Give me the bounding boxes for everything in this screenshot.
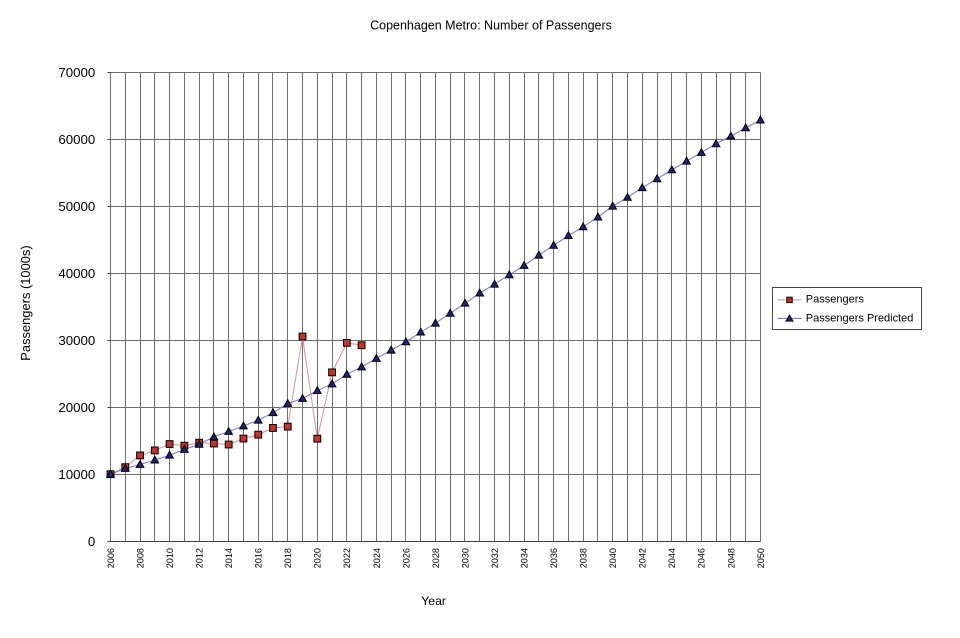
svg-text:2014: 2014 xyxy=(224,548,234,568)
svg-text:2018: 2018 xyxy=(283,548,293,568)
svg-text:2030: 2030 xyxy=(460,548,470,568)
svg-text:2032: 2032 xyxy=(490,548,500,568)
svg-text:Copenhagen Metro: Number of Pa: Copenhagen Metro: Number of Passengers xyxy=(370,19,612,33)
svg-text:Passengers Predicted: Passengers Predicted xyxy=(806,312,914,324)
svg-text:30000: 30000 xyxy=(58,333,95,348)
svg-text:50000: 50000 xyxy=(58,199,95,214)
svg-text:2006: 2006 xyxy=(106,548,116,568)
svg-text:2040: 2040 xyxy=(608,548,618,568)
svg-text:Passengers (1000s): Passengers (1000s) xyxy=(18,245,33,360)
svg-text:2038: 2038 xyxy=(579,548,589,568)
svg-text:Year: Year xyxy=(421,594,446,608)
svg-text:2028: 2028 xyxy=(431,548,441,568)
svg-text:60000: 60000 xyxy=(58,132,95,147)
svg-text:2026: 2026 xyxy=(401,548,411,568)
svg-text:2036: 2036 xyxy=(549,548,559,568)
svg-text:2008: 2008 xyxy=(135,548,145,568)
svg-text:2024: 2024 xyxy=(372,548,382,568)
svg-text:2042: 2042 xyxy=(638,548,648,568)
svg-text:2050: 2050 xyxy=(756,548,766,568)
svg-text:2010: 2010 xyxy=(165,548,175,568)
svg-text:2048: 2048 xyxy=(726,548,736,568)
svg-text:2012: 2012 xyxy=(195,548,205,568)
svg-text:40000: 40000 xyxy=(58,266,95,281)
svg-text:2044: 2044 xyxy=(667,548,677,568)
svg-text:2046: 2046 xyxy=(697,548,707,568)
svg-text:2022: 2022 xyxy=(342,548,352,568)
svg-text:Passengers: Passengers xyxy=(806,294,865,306)
svg-text:0: 0 xyxy=(88,534,95,549)
svg-text:10000: 10000 xyxy=(58,467,95,482)
svg-text:70000: 70000 xyxy=(58,65,95,80)
svg-text:2034: 2034 xyxy=(519,548,529,568)
svg-text:2016: 2016 xyxy=(254,548,264,568)
svg-text:2020: 2020 xyxy=(313,548,323,568)
svg-text:20000: 20000 xyxy=(58,400,95,415)
